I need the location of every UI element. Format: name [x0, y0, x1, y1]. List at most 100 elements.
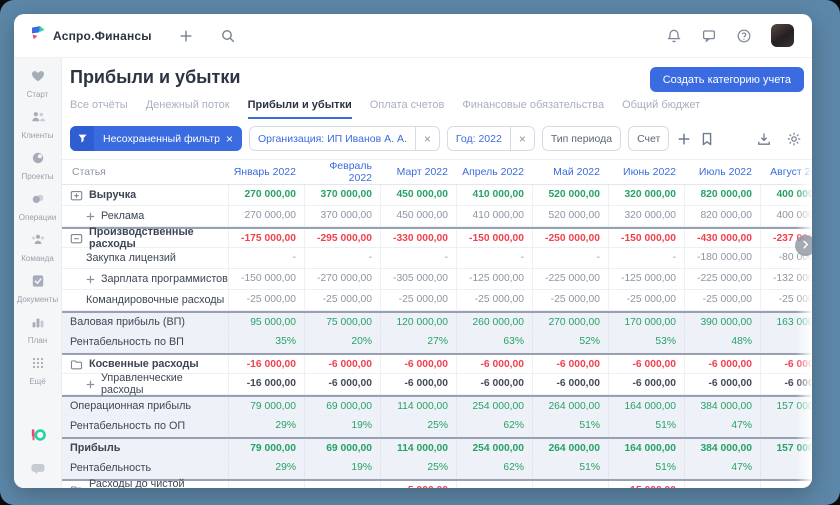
tab-денежный-поток[interactable]: Денежный поток: [145, 99, 230, 111]
settings-gear-icon[interactable]: [786, 131, 802, 147]
value-cell: -6 000,00: [380, 355, 456, 373]
value-cell: 270 000,00: [228, 206, 304, 226]
account-filter-chip[interactable]: Счет: [628, 126, 670, 151]
close-icon[interactable]: ×: [225, 131, 233, 146]
table-row[interactable]: Рентабельность 29% 19% 25% 62% 51% 51% 47%: [62, 458, 812, 479]
table-row[interactable]: Зарплата программистов -150 000,00 -270 00…: [62, 269, 812, 290]
folder-plus-icon[interactable]: [70, 189, 83, 202]
value-cell: 270 000,00: [532, 313, 608, 331]
help-icon[interactable]: [736, 28, 752, 44]
sidebar-item-documents[interactable]: Документы: [14, 273, 61, 304]
heart-icon: [30, 71, 46, 88]
support-chat-bubble-icon[interactable]: [29, 460, 47, 478]
brand-logo-icon[interactable]: [29, 426, 47, 444]
folder-minus-icon[interactable]: [70, 232, 83, 245]
value-cell: 450 000,00: [380, 206, 456, 226]
value-cell: -: [304, 248, 380, 268]
app-logo[interactable]: Аспро.Финансы: [30, 25, 152, 46]
table-row[interactable]: Операционная прибыль 79 000,00 69 000,00 11…: [62, 395, 812, 416]
value-cell: 63%: [456, 332, 532, 352]
column-header-month: Март 2022: [396, 166, 448, 178]
period-type-filter-chip[interactable]: Тип периода: [541, 126, 622, 151]
create-category-button[interactable]: Создать категорию учета: [649, 67, 804, 92]
sidebar-item-team[interactable]: Команда: [14, 232, 61, 263]
row-label-cell: Производственные расходы: [62, 226, 228, 250]
bookmark-icon[interactable]: [699, 131, 715, 147]
row-label-cell: Расходы до чистой прибыли: [62, 478, 228, 488]
sidebar-item-plan[interactable]: План: [14, 314, 61, 345]
value-cell: -: [304, 481, 380, 488]
value-cell: -: [608, 248, 684, 268]
table-row[interactable]: Валовая прибыль (ВП) 95 000,00 75 000,00 12…: [62, 311, 812, 332]
search-icon[interactable]: [220, 28, 236, 44]
plus-expand-icon: [86, 275, 95, 284]
value-cell: 264 000,00: [532, 397, 608, 415]
unsaved-filter-chip[interactable]: Несохраненный фильтр ×: [70, 126, 242, 151]
column-header-month: Июнь 2022: [623, 166, 676, 178]
value-cell: -15 000,00: [608, 481, 684, 488]
close-icon[interactable]: ×: [518, 131, 526, 146]
top-bar: Аспро.Финансы: [14, 14, 812, 58]
user-avatar[interactable]: [771, 24, 794, 47]
column-header-month: Февраль 2022: [329, 160, 372, 184]
value-cell: -25 000,00: [760, 290, 812, 310]
tab-оплата-счетов[interactable]: Оплата счетов: [369, 99, 445, 111]
sidebar-item-operations[interactable]: Операции: [14, 191, 61, 222]
sidebar-item-projects[interactable]: Проекты: [14, 150, 61, 181]
value-cell: 384 000,00: [684, 397, 760, 415]
table-row[interactable]: Прибыль 79 000,00 69 000,00 114 000,00 254 0…: [62, 437, 812, 458]
table-row[interactable]: Расходы до чистой прибыли---5 000,00---1…: [62, 478, 812, 488]
value-cell: -: [380, 248, 456, 268]
operations-icon: [30, 194, 46, 211]
scroll-right-button[interactable]: [795, 235, 812, 256]
table-row[interactable]: Закупка лицензий - - - - - - -180 000,00 -80 000…: [62, 248, 812, 269]
tab-прибыли-и-убытки[interactable]: Прибыли и убытки: [247, 99, 352, 119]
messages-chat-icon[interactable]: [701, 28, 717, 44]
funnel-icon: [70, 126, 94, 151]
close-icon[interactable]: ×: [423, 131, 431, 146]
year-filter-chip[interactable]: Год: 2022 ×: [446, 126, 535, 151]
row-label: Производственные расходы: [89, 226, 194, 250]
add-filter-icon[interactable]: [676, 131, 692, 147]
value-cell: [760, 458, 812, 478]
sidebar-item-more[interactable]: Ещё: [14, 355, 61, 386]
table-row[interactable]: Рентабельность по ВП 35% 20% 27% 63% 52% 53% 48…: [62, 332, 812, 353]
download-icon[interactable]: [756, 131, 772, 147]
table-row[interactable]: Производственные расходы -175 000,00 -295 …: [62, 226, 812, 250]
sidebar-item-start[interactable]: Старт: [14, 68, 61, 99]
value-cell: -6 000,00: [532, 374, 608, 394]
table-row[interactable]: Выручка 270 000,00 370 000,00 450 000,00 410…: [62, 185, 812, 206]
table-row[interactable]: Реклама 270 000,00 370 000,00 450 000,00 410…: [62, 206, 812, 227]
account-filter-label: Счет: [637, 132, 661, 145]
sidebar-item-label: Операции: [18, 213, 57, 222]
sidebar-item-label: Документы: [16, 295, 59, 304]
value-cell: 48%: [684, 332, 760, 352]
organization-filter-chip[interactable]: Организация: ИП Иванов А. А. ×: [248, 126, 440, 151]
value-cell: -: [532, 481, 608, 488]
tab-все-отчёты[interactable]: Все отчёты: [70, 99, 128, 111]
sidebar-item-clients[interactable]: Клиенты: [14, 109, 61, 140]
value-cell: -: [456, 481, 532, 488]
tab-общий-бюджет[interactable]: Общий бюджет: [622, 99, 701, 111]
sidebar-bottom: [29, 426, 47, 478]
plus-expand-icon: [86, 212, 95, 221]
table-row[interactable]: Управленческие расходы -16 000,00 -6 000,0…: [62, 372, 812, 396]
value-cell: 27%: [380, 332, 456, 352]
notifications-bell-icon[interactable]: [666, 28, 682, 44]
chevron-right-icon: [800, 238, 811, 253]
value-cell: 19%: [304, 458, 380, 478]
value-cell: [760, 481, 812, 488]
column-header-article: Статья: [72, 166, 106, 178]
value-cell: -25 000,00: [304, 290, 380, 310]
table-row[interactable]: Командировочные расходы -25 000,00 -25 000…: [62, 290, 812, 311]
value-cell: -150 000,00: [228, 269, 304, 289]
value-cell: 410 000,00: [456, 185, 532, 205]
folder-icon[interactable]: [70, 484, 83, 488]
table-row[interactable]: Рентабельность по ОП 29% 19% 25% 62% 51% 51% 47…: [62, 416, 812, 437]
tab-финансовые-обязательства[interactable]: Финансовые обязательства: [462, 99, 605, 111]
page-title: Прибыли и убытки: [70, 67, 241, 87]
table-row[interactable]: Косвенные расходы -16 000,00 -6 000,00 -6 0…: [62, 353, 812, 374]
add-icon[interactable]: [178, 28, 194, 44]
folder-icon[interactable]: [70, 358, 83, 371]
value-cell: -132 000,00: [760, 269, 812, 289]
